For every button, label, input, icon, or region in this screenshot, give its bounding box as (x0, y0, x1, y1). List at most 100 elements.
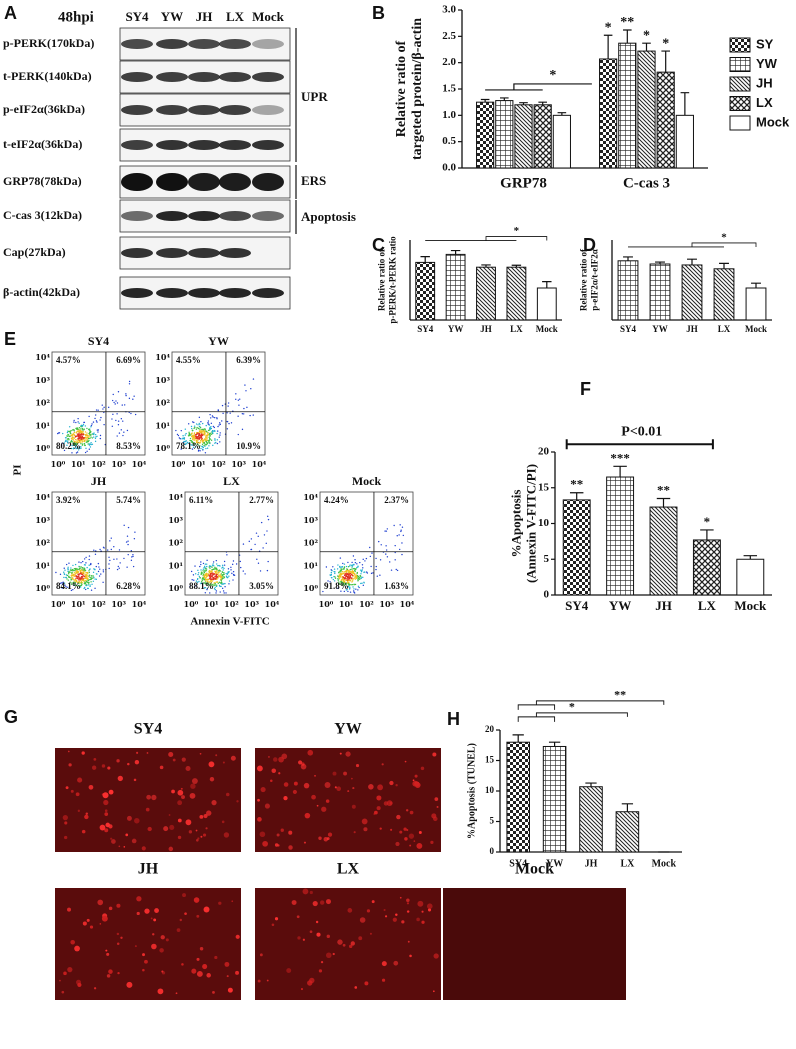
event-dot (68, 426, 71, 428)
event-dot (132, 565, 135, 568)
event-dot (206, 439, 208, 442)
cell (215, 754, 218, 757)
x-tick-label: LX (510, 324, 523, 334)
event-dot (188, 431, 190, 433)
plot-title: LX (223, 474, 240, 488)
event-dot (55, 571, 57, 574)
cell (406, 910, 410, 913)
cell (175, 992, 178, 995)
cell (227, 987, 233, 993)
cell (283, 782, 289, 787)
cell (61, 990, 65, 994)
event-dot (63, 582, 66, 584)
event-dot (205, 444, 207, 446)
event-dot (75, 432, 78, 434)
event-dot (198, 422, 200, 425)
event-dot (134, 531, 136, 533)
event-dot (222, 590, 225, 592)
event-dot (223, 560, 226, 563)
event-dot (88, 571, 90, 574)
event-dot (107, 406, 110, 409)
bracket (565, 439, 714, 450)
event-dot (219, 423, 222, 426)
cell (278, 772, 281, 775)
event-dot (91, 583, 93, 586)
event-dot (177, 434, 180, 437)
event-dot (73, 575, 76, 578)
event-dot (345, 574, 347, 577)
image-title: YW (334, 721, 362, 738)
event-dot (201, 441, 203, 443)
x-tick-label: YW (546, 858, 563, 869)
cell (159, 765, 164, 770)
event-dot (194, 443, 197, 445)
cell (432, 752, 437, 757)
cell (257, 979, 261, 983)
event-dot (206, 447, 209, 449)
event-dot (77, 439, 80, 442)
cell (222, 761, 225, 764)
cell (63, 971, 67, 976)
cell (406, 902, 410, 905)
event-dot (88, 583, 90, 585)
event-dot (78, 577, 81, 579)
cell (358, 936, 363, 941)
event-dot (213, 416, 216, 419)
event-dot (74, 579, 76, 581)
band (188, 105, 220, 115)
bar (506, 741, 530, 853)
event-dot (89, 443, 91, 445)
bar (617, 260, 639, 321)
event-dot (334, 577, 337, 579)
event-dot (94, 433, 97, 436)
event-dot (386, 556, 389, 558)
event-dot (212, 583, 214, 586)
event-dot (95, 420, 98, 422)
event-dot (351, 583, 354, 586)
event-dot (242, 413, 245, 415)
plot-frame (171, 351, 266, 456)
event-dot (199, 425, 201, 428)
event-dot (209, 583, 211, 585)
event-dot (330, 574, 332, 577)
event-dot (343, 563, 346, 565)
event-dot (197, 573, 199, 576)
event-dot (84, 574, 86, 576)
quadrant-percent: 6.39% (236, 355, 261, 365)
event-dot (83, 442, 86, 445)
y-axis-label: Relative ratio of (377, 248, 387, 311)
event-dot (197, 439, 199, 441)
cell (403, 827, 407, 831)
event-dot (85, 441, 88, 443)
cell (133, 778, 137, 782)
event-dot (97, 431, 99, 433)
event-dot (79, 447, 81, 450)
event-dot (235, 563, 238, 565)
bracket-label: * (549, 68, 556, 83)
event-dot (81, 433, 83, 435)
event-dot (97, 562, 100, 565)
event-dot (207, 432, 209, 434)
event-dot (337, 579, 339, 581)
event-dot (330, 569, 332, 571)
event-dot (195, 439, 198, 441)
event-dot (117, 423, 120, 426)
cell (134, 945, 137, 948)
event-dot (111, 418, 113, 420)
panel-label: G (4, 707, 18, 727)
cell (296, 915, 300, 919)
event-dot (70, 577, 72, 579)
event-dot (74, 445, 77, 447)
event-dot (85, 447, 87, 450)
event-dot (88, 415, 90, 418)
cells (256, 749, 439, 850)
event-dot (360, 573, 362, 575)
event-dot (215, 567, 218, 569)
event-dot (224, 586, 226, 588)
event-dot (184, 443, 186, 446)
event-dot (205, 578, 207, 580)
cell (136, 751, 139, 754)
event-dot (190, 425, 193, 428)
event-dot (84, 581, 86, 583)
band (188, 140, 220, 150)
